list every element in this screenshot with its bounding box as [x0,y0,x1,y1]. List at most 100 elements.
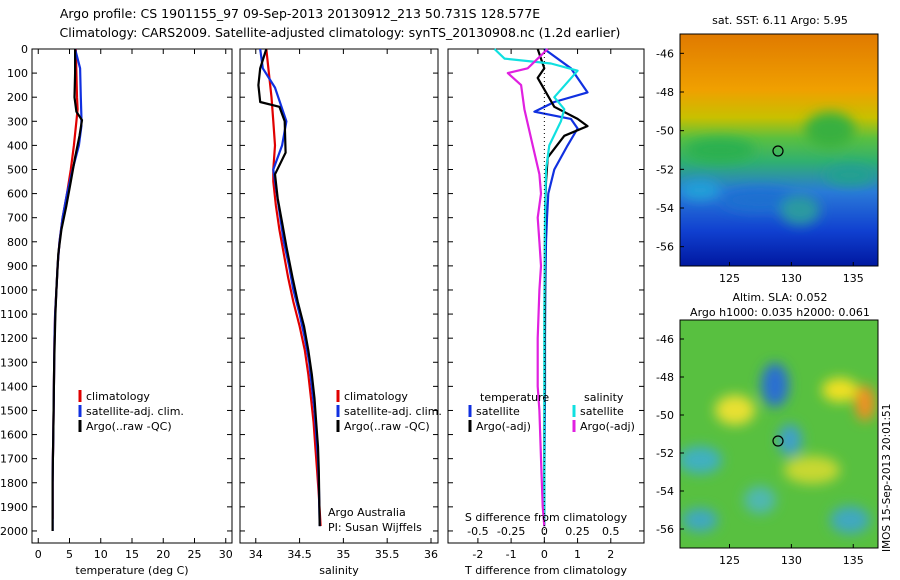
x-tick-label: 10 [94,548,108,561]
timestamp-stamp: IMOS 15-Sep-2013 20:01:51 [881,404,893,552]
sla-texture [680,363,875,534]
map-x-tick-label: 125 [719,272,740,285]
legend-label: Argo(-adj) [476,420,531,433]
x-tick-label: 30 [219,548,233,561]
sst-map: sat. SST: 6.11 Argo: 5.95 125 130 135 -46 -4… [656,14,879,285]
y-tick-label: 1700 [0,453,28,466]
sla-argo-marker [772,435,784,447]
sla-map-title: Altim. SLA: 0.052 [732,291,827,304]
map-y-tick-label: -46 [656,47,674,60]
y-tick-label: 300 [7,115,28,128]
sla-map-frame [679,319,879,549]
x-top-tick-label: 0 [541,525,548,538]
y-tick-label: 1900 [0,501,28,514]
x-top-axis-label: S difference from climatology [465,511,628,524]
y-tick-label: 700 [7,212,28,225]
x-axis-label: salinity [319,564,359,577]
y-tick-label: 1200 [0,332,28,345]
x-tick-label: 0 [35,548,42,561]
map-x-tick-label: 135 [843,554,864,567]
legend-title: salinity [584,391,624,404]
title-line-2: Climatology: CARS2009. Satellite-adjuste… [60,25,621,40]
x-tick-label: 20 [156,548,170,561]
map-y-tick-label: -48 [656,86,674,99]
map-x-tick-label: 130 [781,272,802,285]
map-y-tick-label: -50 [656,125,674,138]
sst-argo-marker [772,145,784,157]
x-tick-label: 5 [66,548,73,561]
x-tick-label: 36 [424,548,438,561]
y-tick-label: 1100 [0,308,28,321]
map-y-tick-label: -54 [656,485,674,498]
map-y-tick-label: -56 [656,241,674,254]
x-tick-label: 35 [336,548,350,561]
annotation-line: PI: Susan Wijffels [328,521,422,534]
series-line [506,48,549,527]
x-tick-label: 15 [125,548,139,561]
y-tick-label: 500 [7,163,28,176]
x-tick-label: 34 [249,548,263,561]
salinity-panel: 34 34.5 35 35.5 36 salinity climatology satelli… [239,48,442,577]
y-tick-label: 1500 [0,404,28,417]
x-tick-label: -1 [506,548,517,561]
y-tick-label: 800 [7,236,28,249]
y-tick-label: 100 [7,67,28,80]
map-x-tick-label: 135 [843,272,864,285]
sla-map-subtitle: Argo h1000: 0.035 h2000: 0.061 [690,306,870,319]
legend-label: Argo(..raw -QC) [344,420,430,433]
legend-label: satellite [476,405,520,418]
salinity-axes [239,48,439,544]
x-top-tick-label: 0.5 [602,525,620,538]
legend-label: satellite-adj. clim. [86,405,184,418]
temperature-axes [31,48,233,544]
map-y-tick-label: -50 [656,409,674,422]
x-top-tick-label: 0.25 [565,525,590,538]
legend-label: Argo(-adj) [580,420,635,433]
series-line [51,49,84,531]
y-tick-label: 1400 [0,380,28,393]
x-top-tick-label: -0.5 [467,525,488,538]
map-x-tick-label: 130 [781,554,802,567]
legend-label: climatology [86,390,150,403]
series-line [265,48,322,527]
map-y-tick-label: -52 [656,447,674,460]
annotation-line: Argo Australia [328,506,406,519]
y-tick-label: 1000 [0,284,28,297]
series-line [493,48,579,527]
legend-label: satellite [580,405,624,418]
map-y-tick-label: -56 [656,523,674,536]
y-tick-label: 0 [21,43,28,56]
map-x-tick-label: 125 [719,554,740,567]
x-axis-label: temperature (deg C) [75,564,188,577]
x-tick-label: 35.5 [375,548,400,561]
y-tick-label: 600 [7,188,28,201]
y-tick-label: 900 [7,260,28,273]
x-tick-label: 0 [541,548,548,561]
sst-texture [680,112,875,225]
sst-map-title: sat. SST: 6.11 Argo: 5.95 [712,14,848,27]
map-y-tick-label: -54 [656,202,674,215]
y-tick-label: 1300 [0,356,28,369]
x-top-tick-label: -0.25 [497,525,525,538]
y-tick-label: 400 [7,139,28,152]
map-y-tick-label: -48 [656,371,674,384]
title-line-1: Argo profile: CS 1901155_97 09-Sep-2013 … [60,6,540,21]
legend-label: climatology [344,390,408,403]
difference-panel: -2 -1 0 1 2 T difference from climatology -0.5… [447,48,645,577]
sst-map-frame [679,33,879,267]
y-tick-label: 2000 [0,525,28,538]
map-y-tick-label: -52 [656,163,674,176]
sla-map: Altim. SLA: 0.052 Argo h1000: 0.035 h200… [656,291,879,567]
map-y-tick-label: -46 [656,333,674,346]
x-tick-label: -2 [472,548,483,561]
y-tick-label: 1600 [0,429,28,442]
x-tick-label: 34.5 [287,548,312,561]
figure-title: Argo profile: CS 1901155_97 09-Sep-2013 … [60,6,621,40]
x-tick-label: 2 [607,548,614,561]
y-tick-label: 1800 [0,477,28,490]
y-tick-label: 200 [7,91,28,104]
legend-title: temperature [480,391,549,404]
x-tick-label: 25 [188,548,202,561]
series-line [257,48,321,527]
